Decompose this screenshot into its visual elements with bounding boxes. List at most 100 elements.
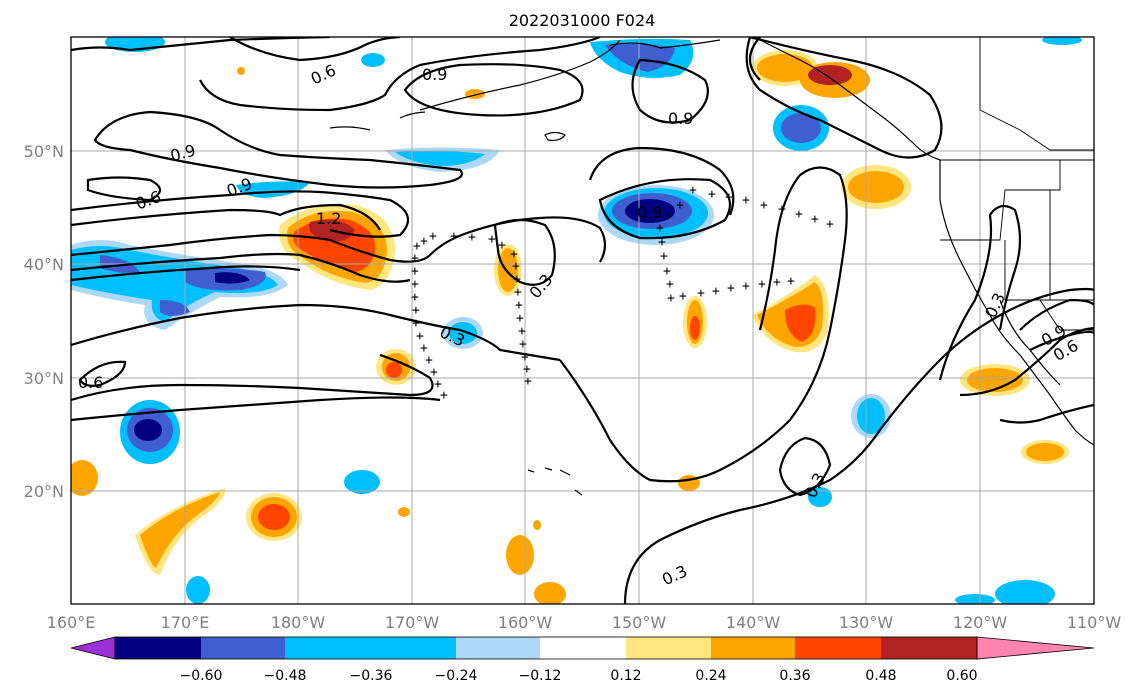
anomaly-neg-sw [120,400,180,464]
plot-frame [70,36,1095,605]
colorbar-segment [115,637,201,659]
colorbar-label: −0.24 [435,668,478,684]
svg-text:+: + [488,232,496,247]
x-axis: 160°E 170°E 180°W 170°W 160°W 150°W 140°… [47,613,1122,632]
svg-text:+: + [811,212,819,227]
svg-text:+: + [742,279,750,294]
svg-text:+: + [689,183,697,198]
svg-text:+: + [416,329,424,344]
svg-text:+: + [516,311,524,326]
colorbar-segment [285,637,371,659]
anomaly-neg-150w-57n [590,38,694,78]
svg-text:+: + [411,264,419,279]
svg-text:+: + [411,290,419,305]
svg-text:+: + [411,277,419,292]
x-tick-label: 170°W [385,613,440,632]
colorbar: −0.60 −0.48 −0.36 −0.24 −0.12 0.12 0.24 … [70,636,1095,684]
svg-text:+: + [450,229,458,244]
svg-text:+: + [656,221,664,236]
svg-text:+: + [518,324,526,339]
svg-text:+: + [725,190,733,205]
contours [71,37,1094,604]
svg-text:+: + [712,284,720,299]
contour-label: 0.9 [422,65,447,84]
svg-text:+: + [412,303,420,318]
svg-text:+: + [676,198,684,213]
colorbar-segment [795,637,881,659]
contour-label: 0.9 [668,109,693,128]
storm-tracks: + + + + + + +++ +++ +++ +++ + +++ +++ +++ ++… [411,183,834,403]
contour-label: 0.9 [637,203,662,222]
colorbar-label: −0.12 [519,668,562,684]
svg-text:+: + [425,353,433,368]
svg-text:+: + [429,229,437,244]
svg-text:+: + [826,217,834,232]
svg-text:+: + [411,251,419,266]
anomaly-neg-163w-34n [443,317,483,349]
colorbar-label: −0.36 [350,668,393,684]
svg-text:+: + [758,277,766,292]
x-tick-label: 160°W [498,613,553,632]
colorbar-segment [201,637,285,659]
svg-text:+: + [666,277,674,292]
svg-text:+: + [523,362,531,377]
svg-text:+: + [440,388,448,403]
svg-text:+: + [498,238,506,253]
colorbar-label: −0.60 [180,668,223,684]
svg-text:+: + [667,291,675,306]
colorbar-segment [711,637,795,659]
svg-text:+: + [524,374,532,389]
anomaly-neg-165w-50n [385,147,500,172]
svg-text:+: + [513,272,521,287]
svg-text:+: + [658,235,666,250]
colorbar-label: 0.12 [610,668,641,684]
svg-text:+: + [795,207,803,222]
svg-text:+: + [420,341,428,356]
svg-text:+: + [519,337,527,352]
colorbar-label: 0.36 [779,668,810,684]
anomaly-neg-130w-27n [851,394,891,438]
svg-text:+: + [434,377,442,392]
y-tick-label: 50°N [24,142,64,161]
anomaly-neg-150w-44n [598,185,714,245]
svg-text:+: + [512,259,520,274]
colorbar-segment [456,637,540,659]
svg-text:+: + [787,274,795,289]
colorbar-labels: −0.60 −0.48 −0.36 −0.24 −0.12 0.12 0.24 … [180,668,978,684]
colorbar-frame [114,636,978,660]
svg-text:+: + [664,209,672,224]
svg-text:+: + [510,247,518,262]
svg-text:+: + [760,198,768,213]
svg-text:+: + [412,316,420,331]
svg-text:+: + [773,275,781,290]
x-tick-label: 140°W [726,613,781,632]
x-tick-label: 120°W [953,613,1008,632]
x-tick-label: 110°W [1067,613,1122,632]
colorbar-segment [626,637,711,659]
anomaly-pos-147w-35n [683,296,707,348]
colorbar-label: 0.24 [695,668,726,684]
svg-text:+: + [430,365,438,380]
colorbar-segment [881,637,977,659]
x-tick-label: 150°W [612,613,667,632]
anomaly-pos-small [237,50,1069,604]
anomaly-neg-small [186,37,1082,604]
svg-text:+: + [413,239,421,254]
anomaly-pos-sw-band [71,460,226,575]
colorbar-extend-right [976,636,1095,660]
anomaly-pos-175e-17n [246,493,302,541]
svg-text:+: + [742,193,750,208]
contour-label: 0.6 [78,373,103,392]
map-title: 2022031000 F024 [509,11,656,30]
svg-text:+: + [514,285,522,300]
x-tick-label: 130°W [839,613,894,632]
svg-text:+: + [660,249,668,264]
anomaly-pos-135w-33n [752,275,829,353]
svg-text:+: + [521,350,529,365]
svg-text:+: + [697,286,705,301]
anomaly-pos-177w-42n [279,204,395,290]
y-tick-label: 20°N [24,482,64,501]
svg-text:+: + [708,187,716,202]
x-tick-label: 180°W [271,613,326,632]
